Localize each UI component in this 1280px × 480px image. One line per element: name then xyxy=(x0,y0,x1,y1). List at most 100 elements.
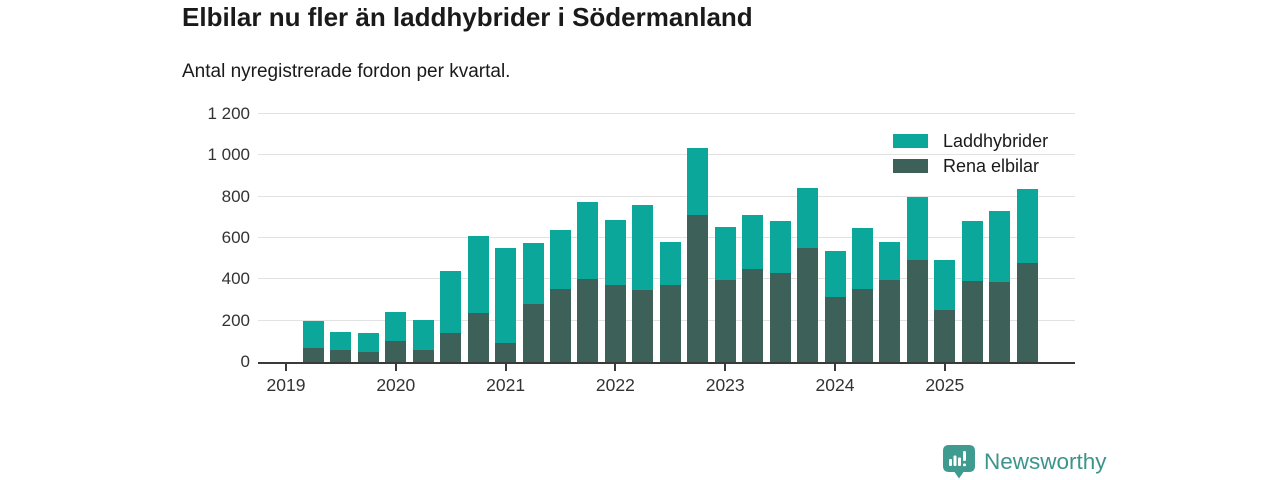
newsworthy-wordmark: Newsworthy xyxy=(984,449,1107,474)
bar-2021-q1 xyxy=(495,248,517,362)
gridline-1000 xyxy=(258,154,1075,156)
segment-rena-elbilar xyxy=(851,288,873,362)
x-tick-label-2024: 2024 xyxy=(815,375,855,395)
segment-laddhybrider xyxy=(714,226,736,281)
segment-rena-elbilar xyxy=(632,289,654,362)
bar-2025-q3 xyxy=(989,211,1011,362)
segment-rena-elbilar xyxy=(522,304,544,362)
x-axis-line xyxy=(258,362,1075,364)
segment-laddhybrider xyxy=(632,204,654,290)
segment-rena-elbilar xyxy=(769,273,791,362)
y-tick-label-200: 200 xyxy=(221,310,250,330)
segment-laddhybrider xyxy=(989,211,1011,283)
segment-rena-elbilar xyxy=(412,349,434,362)
y-tick-label-1200: 1 200 xyxy=(207,104,250,123)
bar-2025-q2 xyxy=(961,221,983,362)
segment-rena-elbilar xyxy=(357,351,379,362)
segment-rena-elbilar xyxy=(550,288,571,362)
segment-laddhybrider xyxy=(879,242,901,281)
bar-2022-q2 xyxy=(632,204,654,362)
segment-rena-elbilar xyxy=(302,347,324,362)
segment-rena-elbilar xyxy=(989,282,1011,362)
segment-laddhybrider xyxy=(769,221,791,274)
plot-area xyxy=(258,113,1075,364)
chart-subtitle: Antal nyregistrerade fordon per kvartal. xyxy=(182,61,511,82)
bar-2021-q4 xyxy=(577,201,599,362)
y-tick-label-400: 400 xyxy=(221,269,250,289)
bar-2020-q2 xyxy=(412,319,434,362)
segment-laddhybrider xyxy=(797,188,819,249)
legend-item-rena-elbilar: Rena elbilar xyxy=(893,155,1048,176)
bar-2019-q3 xyxy=(330,332,352,362)
bar-2024-q4 xyxy=(906,196,928,362)
segment-rena-elbilar xyxy=(934,310,956,362)
bar-2022-q4 xyxy=(687,148,709,362)
segment-laddhybrider xyxy=(851,227,873,289)
segment-laddhybrider xyxy=(357,333,379,352)
x-tick-label-2021: 2021 xyxy=(486,375,526,395)
bar-2023-q4 xyxy=(797,188,819,362)
segment-laddhybrider xyxy=(687,148,709,216)
legend-label-rena-elbilar: Rena elbilar xyxy=(943,155,1040,176)
x-axis-labels: 2019 2020 2021 2022 2023 2024 2025 xyxy=(258,364,1075,406)
legend-swatch-laddhybrider xyxy=(893,134,928,148)
bar-2025-q1 xyxy=(934,259,956,362)
bar-2021-q3 xyxy=(550,229,571,362)
segment-laddhybrider xyxy=(659,242,681,285)
segment-rena-elbilar xyxy=(906,259,928,362)
segment-rena-elbilar xyxy=(577,279,599,362)
segment-laddhybrider xyxy=(302,320,324,348)
segment-rena-elbilar xyxy=(687,215,709,362)
segment-laddhybrider xyxy=(604,220,626,285)
newsworthy-badge-icon xyxy=(943,445,975,479)
x-tick-2023 xyxy=(724,364,727,371)
segment-laddhybrider xyxy=(385,312,407,342)
x-tick-label-2022: 2022 xyxy=(595,375,635,395)
y-tick-label-800: 800 xyxy=(221,186,250,206)
segment-rena-elbilar xyxy=(604,284,626,362)
segment-rena-elbilar xyxy=(961,281,983,362)
newsworthy-logo-link[interactable]: Newsworthy xyxy=(943,445,1107,479)
y-tick-label-600: 600 xyxy=(221,228,250,247)
segment-laddhybrider xyxy=(961,221,983,282)
segment-rena-elbilar xyxy=(467,313,489,362)
bar-2024-q2 xyxy=(851,227,873,362)
bar-2024-q1 xyxy=(824,251,846,362)
x-tick-2022 xyxy=(614,364,617,371)
bar-2021-q2 xyxy=(522,243,544,362)
bar-2022-q1 xyxy=(604,220,626,362)
chart-title: Elbilar nu fler än laddhybrider i Söderm… xyxy=(182,2,753,32)
segment-laddhybrider xyxy=(550,229,571,289)
x-tick-2020 xyxy=(394,364,397,371)
segment-laddhybrider xyxy=(906,196,928,260)
x-tick-label-2019: 2019 xyxy=(266,375,306,395)
segment-laddhybrider xyxy=(330,332,352,350)
segment-rena-elbilar xyxy=(714,280,736,362)
segment-laddhybrider xyxy=(522,243,544,305)
segment-rena-elbilar xyxy=(824,296,846,362)
segment-rena-elbilar xyxy=(440,333,462,362)
segment-rena-elbilar xyxy=(495,343,517,362)
x-tick-label-2025: 2025 xyxy=(925,375,965,395)
bar-2023-q3 xyxy=(769,221,791,362)
y-tick-label-1000: 1 000 xyxy=(207,145,250,165)
gridline-1200 xyxy=(258,113,1075,114)
segment-laddhybrider xyxy=(412,319,434,350)
segment-laddhybrider xyxy=(742,215,764,269)
legend-swatch-rena-elbilar xyxy=(893,159,928,173)
segment-rena-elbilar xyxy=(659,284,681,362)
bar-2020-q1 xyxy=(385,312,407,362)
bar-2024-q3 xyxy=(879,242,901,362)
segment-rena-elbilar xyxy=(1016,262,1038,362)
x-tick-2025 xyxy=(943,364,946,371)
segment-laddhybrider xyxy=(824,251,846,297)
segment-laddhybrider xyxy=(467,235,489,314)
segment-rena-elbilar xyxy=(797,248,819,362)
bar-2020-q4 xyxy=(467,235,489,362)
segment-laddhybrider xyxy=(495,248,517,344)
bar-2020-q3 xyxy=(440,271,462,362)
bar-2019-q2 xyxy=(302,320,324,362)
bar-2025-q4 xyxy=(1016,189,1038,362)
segment-rena-elbilar xyxy=(742,269,764,362)
